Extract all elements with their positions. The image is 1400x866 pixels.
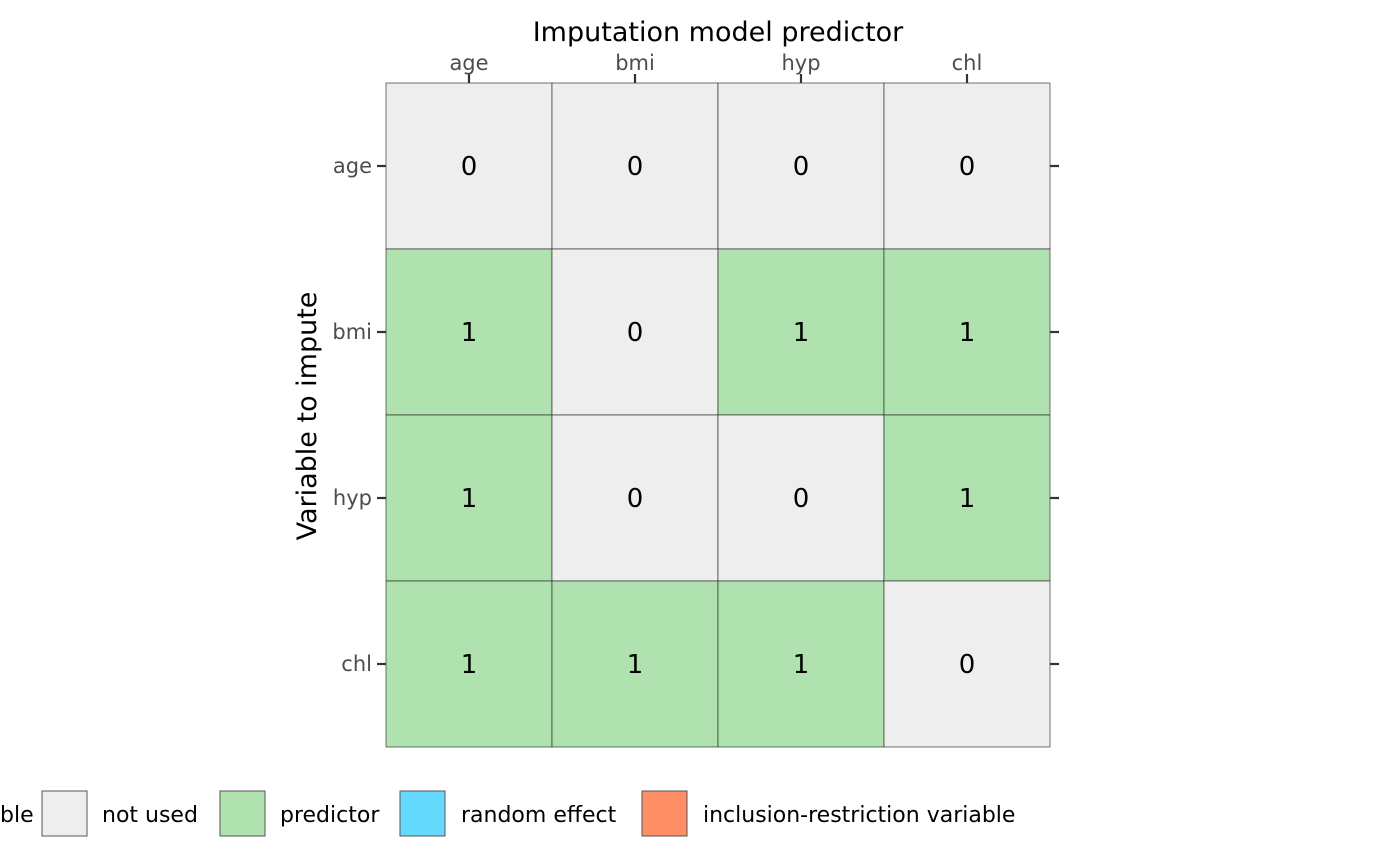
chart-title: Imputation model predictor <box>533 17 904 48</box>
cell-value-bmi-age: 1 <box>461 318 478 348</box>
x-tick-label-age: age <box>449 51 488 75</box>
cell-value-bmi-bmi: 0 <box>627 318 644 348</box>
y-tick-label-age: age <box>333 154 372 178</box>
cell-value-age-bmi: 0 <box>627 152 644 182</box>
cell-value-hyp-chl: 1 <box>959 484 976 514</box>
legend-swatch-predictor <box>219 790 266 837</box>
y-axis-ticks: age bmi hyp chl <box>332 154 1059 676</box>
y-tick-label-bmi: bmi <box>332 320 372 344</box>
legend-swatch-not-used <box>41 790 88 837</box>
cell-value-hyp-hyp: 0 <box>793 484 810 514</box>
legend-clipped-label: ble <box>0 803 34 828</box>
cell-value-chl-hyp: 1 <box>793 650 810 680</box>
cell-value-chl-age: 1 <box>461 650 478 680</box>
legend-label-predictor: predictor <box>280 803 380 828</box>
heatmap-cell-age-bmi <box>551 82 719 250</box>
heatmap-cell-chl-age <box>385 580 553 748</box>
cell-value-bmi-hyp: 1 <box>793 318 810 348</box>
x-tick-label-chl: chl <box>952 51 983 75</box>
cell-value-chl-bmi: 1 <box>627 650 644 680</box>
legend-swatch-random-effect <box>399 790 446 837</box>
heatmap-cell-chl-hyp <box>717 580 885 748</box>
cell-value-hyp-bmi: 0 <box>627 484 644 514</box>
heatmap-cell-bmi-chl <box>883 248 1051 416</box>
heatmap-cell-age-age <box>385 82 553 250</box>
cell-value-hyp-age: 1 <box>461 484 478 514</box>
cell-value-chl-chl: 0 <box>959 650 976 680</box>
y-tick-label-hyp: hyp <box>333 486 372 510</box>
heatmap-cell-labels: 0 0 0 0 1 0 1 1 1 0 0 1 1 1 1 0 <box>461 152 976 680</box>
heatmap-cell-hyp-bmi <box>551 414 719 582</box>
x-tick-label-bmi: bmi <box>615 51 655 75</box>
heatmap-cell-bmi-bmi <box>551 248 719 416</box>
heatmap-cell-chl-chl <box>883 580 1051 748</box>
heatmap-cell-bmi-hyp <box>717 248 885 416</box>
heatmap-cell-chl-bmi <box>551 580 719 748</box>
heatmap-cell-hyp-chl <box>883 414 1051 582</box>
legend-swatch-inclusion-restriction-variable <box>641 790 688 837</box>
x-tick-label-hyp: hyp <box>781 51 820 75</box>
legend: ble not used predictor random effect inclusi… <box>0 790 1015 837</box>
legend-label-random-effect: random effect <box>461 803 617 828</box>
x-axis-ticks: age bmi hyp chl <box>449 51 982 83</box>
legend-label-not-used: not used <box>102 803 198 828</box>
cell-value-age-hyp: 0 <box>793 152 810 182</box>
cell-value-age-chl: 0 <box>959 152 976 182</box>
heatmap-cell-bmi-age <box>385 248 553 416</box>
heatmap-cells <box>385 82 1051 748</box>
cell-value-bmi-chl: 1 <box>959 318 976 348</box>
legend-label-inclusion-restriction-variable: inclusion-restriction variable <box>703 803 1015 828</box>
y-tick-label-chl: chl <box>341 652 372 676</box>
heatmap-cell-age-chl <box>883 82 1051 250</box>
cell-value-age-age: 0 <box>461 152 478 182</box>
y-axis-title: Variable to impute <box>292 292 323 541</box>
